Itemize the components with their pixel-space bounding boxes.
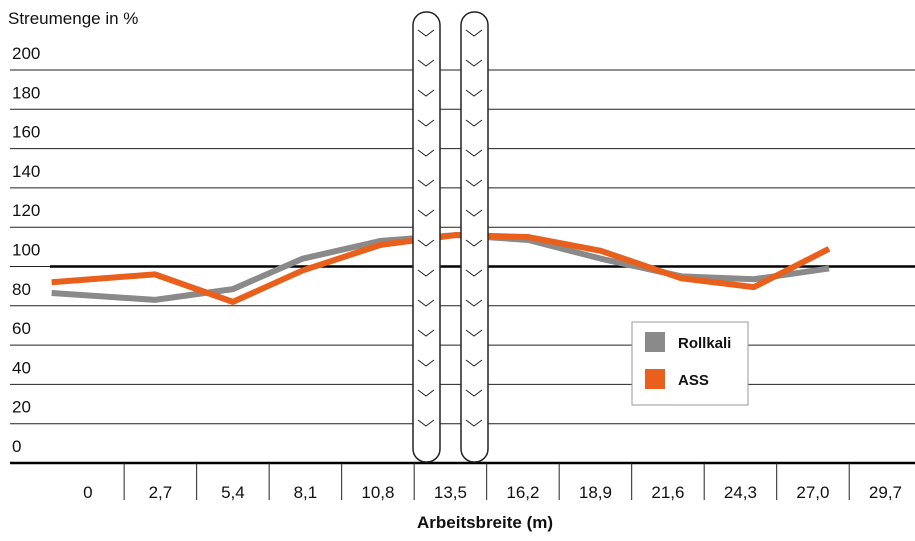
x-tick-label: 29,7 — [869, 483, 902, 502]
y-tick-label: 180 — [12, 83, 40, 102]
x-tick-label: 24,3 — [724, 483, 757, 502]
y-tick-label: 140 — [12, 162, 40, 181]
legend-swatch — [645, 332, 665, 352]
y-tick-label: 60 — [12, 319, 31, 338]
legend: Rollkali ASS — [632, 322, 748, 405]
x-tick-label: 10,8 — [361, 483, 394, 502]
x-tick-label: 27,0 — [796, 483, 829, 502]
y-tick-label: 40 — [12, 358, 31, 377]
y-tick-label: 80 — [12, 280, 31, 299]
x-tick-label: 13,5 — [434, 483, 467, 502]
y-tick-label: 160 — [12, 123, 40, 142]
x-tick-label: 2,7 — [149, 483, 173, 502]
x-tick-label: 0 — [83, 483, 92, 502]
legend-label: Rollkali — [678, 335, 731, 352]
x-tick-label: 21,6 — [651, 483, 684, 502]
y-tick-label: 100 — [12, 241, 40, 260]
y-tick-label: 200 — [12, 44, 40, 63]
y-tick-label: 0 — [12, 437, 21, 456]
y-axis-title: Streumenge in % — [8, 9, 138, 28]
y-tick-label: 20 — [12, 398, 31, 417]
chart: Streumenge in % Arbeitsbreite (m) 0 20 40 6… — [0, 0, 915, 536]
x-tick-label: 16,2 — [506, 483, 539, 502]
y-tick-label: 120 — [12, 201, 40, 220]
x-tick-label: 5,4 — [221, 483, 245, 502]
legend-swatch — [645, 369, 665, 389]
x-axis-title: Arbeitsbreite (m) — [417, 513, 553, 532]
page: {"chart_data": {"type": "line", "ylabel"… — [0, 0, 915, 541]
x-tick-label: 8,1 — [294, 483, 318, 502]
x-tick-label: 18,9 — [579, 483, 612, 502]
legend-label: ASS — [678, 372, 709, 389]
